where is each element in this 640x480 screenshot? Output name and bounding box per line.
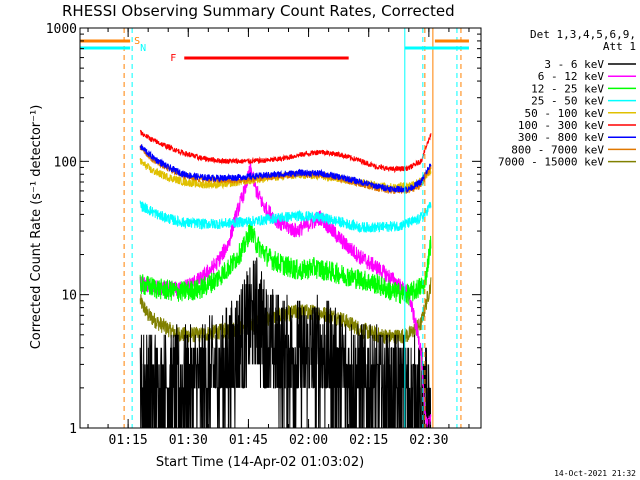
legend-header-line-1: Det 1,3,4,5,6,9,	[530, 28, 636, 41]
flag-bars: SN F	[80, 36, 469, 64]
x-tick-label: 02:30	[409, 433, 448, 448]
y-tick-label: 1000	[46, 22, 77, 37]
series-line	[139, 220, 432, 306]
y-tick-label: 1	[69, 422, 77, 437]
series-line	[139, 257, 432, 429]
legend-entry-label: 25 - 50 keV	[531, 95, 604, 108]
legend-header-line-2: Att 1	[603, 40, 636, 53]
series-line	[139, 129, 432, 174]
legend-entry-label: 300 - 800 keV	[518, 131, 604, 144]
legend-entry-label: 12 - 25 keV	[531, 82, 604, 95]
legend-entry-label: 100 - 300 keV	[518, 119, 604, 132]
plot-frame	[79, 27, 482, 429]
series-line	[139, 144, 432, 193]
flare-label: F	[170, 53, 176, 64]
chart-title: RHESSI Observing Summary Count Rates, Co…	[62, 2, 455, 20]
x-tick-label: 01:45	[229, 433, 268, 448]
series-line	[139, 200, 432, 234]
x-tick-label: 01:30	[169, 433, 208, 448]
time-markers	[79, 28, 462, 428]
legend-entry-label: 50 - 100 keV	[525, 107, 605, 120]
y-tick-label: 10	[61, 289, 77, 304]
x-tick-label: 01:15	[109, 433, 148, 448]
y-tick-label: 100	[54, 155, 77, 170]
x-tick-label: 02:15	[349, 433, 388, 448]
plot-axes: 01:15 01:30 01:45 02:00 02:15 02:30 1 10 100 1000	[46, 22, 482, 448]
legend-entry-label: 6 - 12 keV	[538, 70, 605, 83]
y-axis-label: Corrected Count Rate (s⁻¹ detector⁻¹)	[29, 105, 44, 350]
x-tick-label: 02:00	[289, 433, 328, 448]
legend-entry-label: 7000 - 15000 keV	[498, 156, 604, 169]
legend-entry-label: 800 - 7000 keV	[511, 143, 604, 156]
timestamp: 14-Oct-2021 21:32	[554, 469, 636, 478]
series-traces	[139, 129, 432, 429]
legend-entry-label: 3 - 6 keV	[544, 58, 604, 71]
flag-label-n: N	[140, 43, 146, 54]
x-axis-label: Start Time (14-Apr-02 01:03:02)	[156, 455, 364, 470]
flag-label-s: S	[134, 36, 140, 47]
